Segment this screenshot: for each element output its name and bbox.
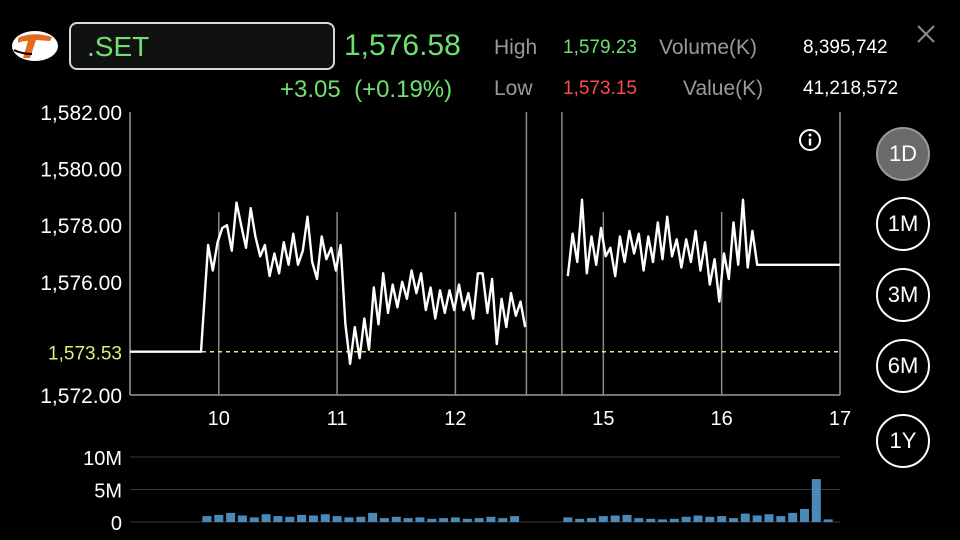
volume-bar [214,514,224,522]
change-percent: (+0.19%) [354,76,453,103]
volume-bar [575,518,585,523]
volume-y-tick-label: 10M [83,448,122,470]
volume-bar [752,515,762,522]
change-value: +3.05 [280,76,341,103]
volume-bar [439,518,449,522]
volume-bar [811,479,821,522]
volume-bar [669,518,679,523]
volume-value: 8,395,742 [803,37,888,58]
volume-bar [800,509,809,522]
volume-bar [474,518,484,522]
volume-bar [563,517,573,522]
volume-label: Volume(K) [659,36,758,59]
last-price: 1,576.58 [344,29,461,62]
low-value: 1,573.15 [563,78,637,99]
volume-bar [486,516,496,522]
volume-bar [717,516,727,522]
y-tick-label: 1,578.00 [40,215,122,238]
volume-bar [202,516,212,522]
volume-bar [693,515,703,522]
y-tick-label: 1,580.00 [40,159,122,182]
volume-bar [705,516,715,522]
volume-bar [610,515,620,522]
price-line-session-2 [566,198,840,303]
x-tick-label: 10 [208,408,230,430]
y-tick-label: 1,582.00 [40,102,122,125]
volume-bar [237,515,247,522]
volume-bar [598,516,608,522]
high-label: High [494,36,538,59]
price-chart[interactable]: 10 11 12 15 16 17 1,572.00 1,576.00 1,578.00 1,58… [0,100,860,540]
volume-bar [776,516,786,522]
volume-bar [391,516,401,522]
volume-y-tick-label: 0 [111,513,122,535]
timeframe-6m-button[interactable]: 6M [876,339,930,393]
high-value: 1,579.23 [563,37,637,58]
volume-bar [740,513,750,522]
volume-bar [823,519,833,522]
volume-bar [634,518,644,522]
volume-bar [462,518,472,523]
y-tick-label: 1,572.00 [40,385,122,408]
timeframe-1y-button[interactable]: 1Y [876,414,930,468]
timeframe-1m-button[interactable]: 1M [876,197,930,251]
volume-bar [729,518,738,522]
volume-bar [368,512,378,522]
prev-close-label: 1,573.53 [48,344,122,365]
volume-bar [681,516,691,522]
timeframe-3m-button[interactable]: 3M [876,268,930,322]
volume-bar [249,517,259,522]
set-logo [12,31,58,61]
volume-bar [498,518,508,522]
x-tick-label: 16 [711,408,733,430]
price-line-session-1 [130,201,527,366]
volume-bar [297,514,307,522]
volume-bar [658,519,667,522]
volume-bar [587,518,596,522]
volume-bar [356,516,366,522]
close-icon[interactable] [914,22,938,46]
volume-bar [308,515,318,522]
volume-bar [450,517,460,522]
x-tick-label: 12 [444,408,466,430]
volume-bar [427,518,437,523]
volume-bar [332,516,342,522]
low-label: Low [494,77,533,100]
volume-bar [273,516,283,522]
volume-bar [415,517,425,522]
volume-bar [764,514,774,522]
symbol-search-field[interactable]: .SET [69,22,335,70]
x-tick-label: 15 [592,408,614,430]
x-tick-label: 17 [829,408,851,430]
volume-bar [261,514,271,522]
timeframe-1d-button[interactable]: 1D [876,127,930,181]
volume-bar [646,518,656,523]
y-tick-label: 1,576.00 [40,272,122,295]
volume-bar [403,518,413,522]
price-change: +3.05 (+0.19%) [280,76,452,104]
value-label: Value(K) [683,77,764,100]
volume-bar [285,516,295,522]
volume-bar [510,516,520,522]
info-icon[interactable] [798,128,822,152]
volume-bar [788,512,798,522]
symbol-text: .SET [87,31,150,62]
volume-bar [344,517,354,522]
value-value: 41,218,572 [803,78,899,99]
volume-y-tick-label: 5M [94,481,122,503]
volume-bar [320,514,330,522]
x-tick-label: 11 [327,408,348,430]
volume-bar [379,518,389,522]
volume-bar [622,514,632,522]
volume-bar [226,512,236,522]
